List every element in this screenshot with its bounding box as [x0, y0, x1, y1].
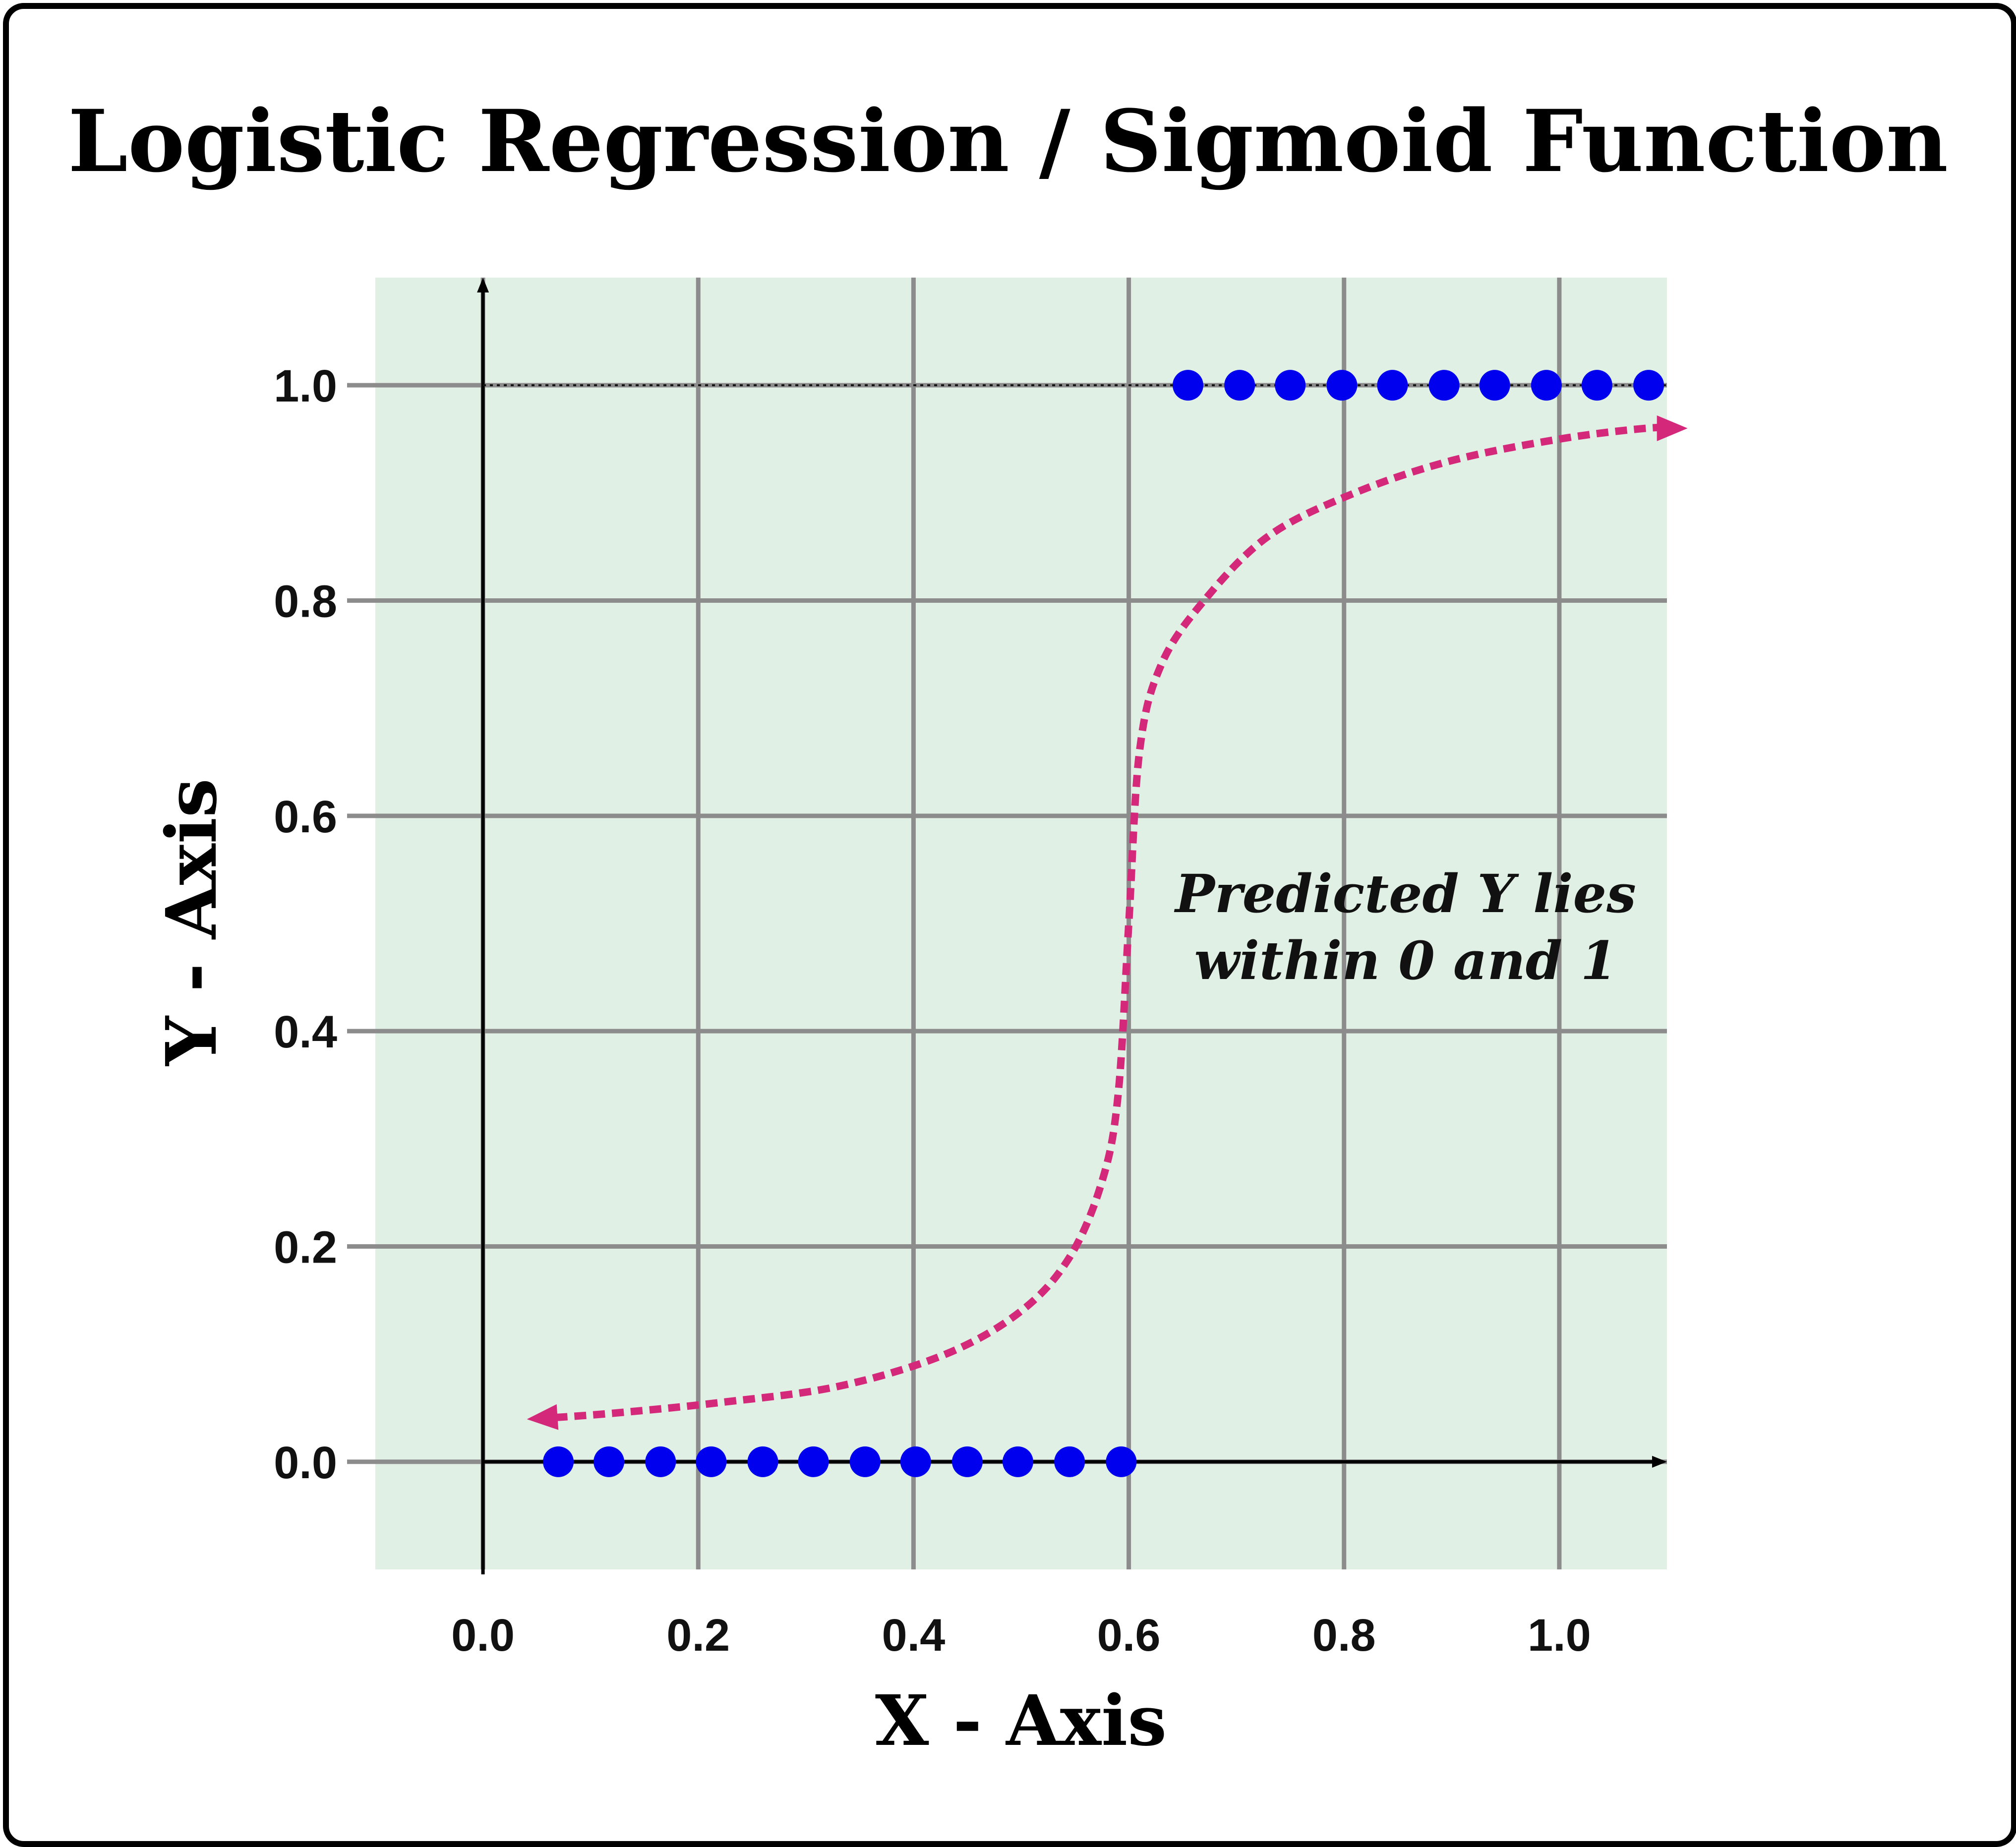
annotation-line-2: within 0 and 1 — [1194, 929, 1617, 991]
x-tick-label: 1.0 — [1528, 1610, 1591, 1661]
data-point — [1377, 370, 1408, 401]
data-point — [1581, 370, 1612, 401]
data-point — [951, 1446, 983, 1477]
plot-area — [375, 278, 1667, 1569]
data-point — [798, 1446, 829, 1477]
data-point — [1531, 370, 1562, 401]
x-tick-label: 0.6 — [1097, 1610, 1161, 1661]
x-tick-label: 0.8 — [1312, 1610, 1376, 1661]
data-point — [1479, 370, 1510, 401]
data-point — [1275, 370, 1306, 401]
x-axis-arrow — [1652, 1455, 1667, 1468]
y-tick-label: 0.8 — [274, 577, 337, 627]
y-axis-title: Y - Axis — [151, 778, 233, 1067]
data-point — [900, 1446, 931, 1477]
chart-title: Logistic Regression / Sigmoid Function — [68, 91, 1948, 191]
data-points — [543, 370, 1664, 1477]
y-tick-label: 0.4 — [274, 1007, 337, 1057]
y-tick-label: 0.2 — [274, 1222, 337, 1273]
curve-arrow-left — [527, 1404, 559, 1430]
y-tick-label: 1.0 — [274, 361, 337, 411]
data-point — [1106, 1446, 1137, 1477]
data-point — [1172, 370, 1203, 401]
data-point — [1002, 1446, 1033, 1477]
x-tick-label: 0.4 — [882, 1610, 945, 1661]
data-point — [849, 1446, 881, 1477]
tick-labels: 0.0 0.2 0.4 0.6 0.8 1.0 0.0 0.2 0.4 0.6 0.8 1.0 — [274, 361, 1591, 1661]
data-point — [747, 1446, 778, 1477]
data-point — [593, 1446, 625, 1477]
data-point — [1326, 370, 1358, 401]
y-axis-arrow — [477, 278, 489, 292]
data-point — [696, 1446, 727, 1477]
data-point — [1224, 370, 1255, 401]
data-point — [645, 1446, 676, 1477]
sigmoid-curve — [527, 415, 1688, 1430]
data-point — [1428, 370, 1460, 401]
x-axis-title: X - Axis — [875, 1680, 1167, 1762]
data-point — [1633, 370, 1664, 401]
data-point — [543, 1446, 574, 1477]
x-tick-label: 0.0 — [451, 1610, 515, 1661]
y-tick-label: 0.6 — [274, 792, 337, 842]
sigmoid-curve-path — [536, 423, 1678, 1423]
annotation-line-1: Predicted Y lies — [1174, 863, 1636, 924]
y-tick-label: 0.0 — [274, 1438, 337, 1488]
curve-arrow-right — [1657, 415, 1688, 442]
data-point — [1054, 1446, 1085, 1477]
x-tick-label: 0.2 — [666, 1610, 730, 1661]
